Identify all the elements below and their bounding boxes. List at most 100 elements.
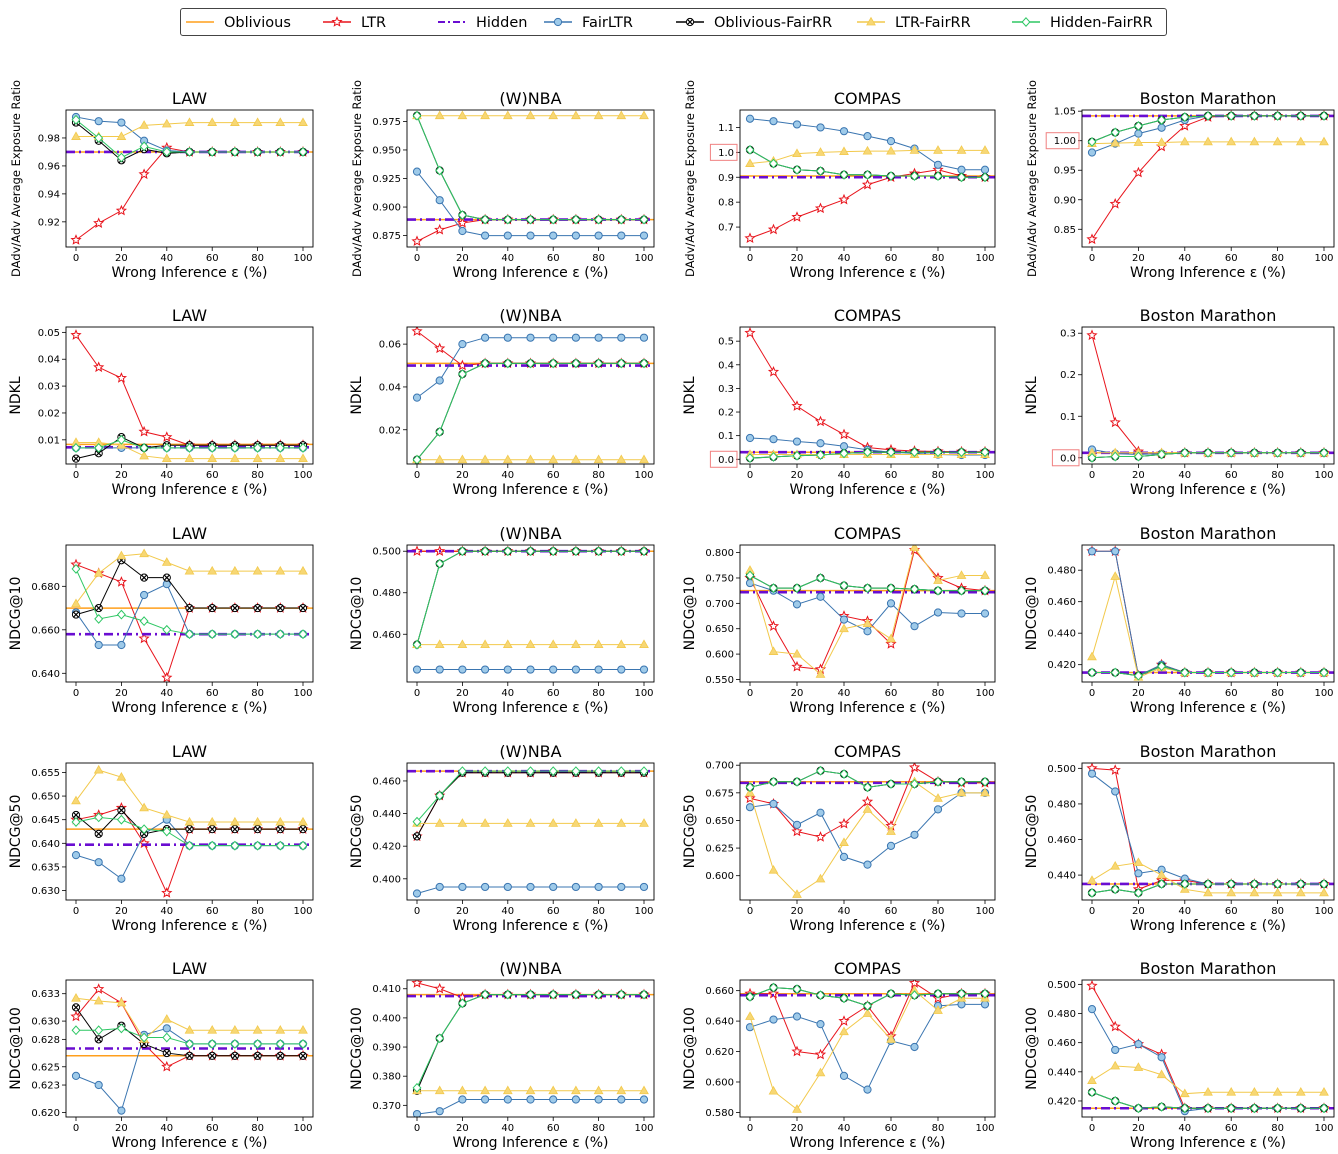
subplot-title: LAW (172, 959, 207, 978)
data-point (457, 546, 467, 557)
plot-area (1082, 110, 1334, 245)
data-point (71, 795, 81, 805)
data-point (412, 816, 422, 827)
data-point (139, 442, 149, 453)
data-point (1087, 769, 1097, 778)
x-tick-label: 40 (838, 688, 851, 699)
data-point (839, 615, 849, 624)
legend-entry-fairltr: FairLTR (544, 15, 633, 31)
data-point (1087, 875, 1097, 884)
data-point (298, 146, 308, 157)
y-tick-label: 0.2 (1060, 370, 1076, 381)
data-point (639, 989, 649, 1000)
subplot-1-4: Boston Marathon 0.85 0.90 0.95 1.00 1.05 0 20 40… (1025, 80, 1335, 281)
data-point (639, 766, 649, 777)
data-point (1273, 447, 1283, 458)
data-point (816, 166, 825, 176)
y-tick-label: 0.600 (705, 1077, 734, 1088)
data-point (548, 214, 558, 225)
legend-swatch-marker (553, 17, 563, 27)
series-oblivious-fairrr (71, 556, 308, 619)
series-line (416, 550, 644, 645)
data-point (980, 570, 990, 579)
x-tick-label: 0 (747, 688, 753, 699)
data-point (70, 234, 82, 245)
y-tick-label: 0.620 (705, 1047, 734, 1058)
series-oblivious-fairrr (412, 111, 649, 224)
y-axis-label: DAdv/Adv Average Exposure Ratio (9, 80, 23, 277)
y-axis-label: NDCG@100 (349, 1007, 365, 1090)
data-point (1110, 884, 1120, 895)
plot-frame (65, 109, 314, 248)
data-point (117, 640, 126, 650)
series-line (1091, 767, 1324, 890)
data-point (1273, 110, 1283, 121)
y-tick-label: 0.633 (31, 989, 60, 1000)
data-point (71, 610, 81, 619)
data-point (162, 826, 172, 837)
data-point (1203, 447, 1213, 458)
data-point (185, 603, 194, 613)
data-point (792, 648, 802, 658)
x-tick-label: 40 (1178, 253, 1191, 264)
data-point (502, 639, 513, 649)
plot-area (740, 980, 995, 1113)
data-point (162, 1048, 171, 1058)
data-point (1319, 1103, 1329, 1114)
plot-area (66, 983, 313, 1115)
x-tick-label: 20 (791, 253, 804, 264)
data-point (1110, 571, 1121, 580)
series-line (1091, 115, 1324, 240)
series-fairltr (412, 167, 649, 240)
data-point (814, 831, 827, 842)
x-tick-label: 60 (1225, 470, 1238, 481)
legend-label: LTR-FairRR (895, 15, 971, 31)
data-point (435, 665, 444, 674)
data-point (435, 376, 444, 385)
data-point (162, 1032, 172, 1043)
data-point (1179, 136, 1190, 146)
series-hidden-fairrr (1087, 879, 1329, 898)
data-point (617, 882, 626, 892)
data-point (548, 639, 559, 649)
data-point-cross (231, 826, 238, 833)
data-point (933, 988, 943, 999)
x-axis-label: Wrong Inference ε (%) (453, 1135, 609, 1151)
subplot-1-2: (W)NBA 0.875 0.900 0.925 0.950 0.975 0 20 40 60 80… (350, 80, 655, 281)
y-tick-label: 0.420 (1047, 1096, 1076, 1107)
x-tick-label: 0 (747, 470, 753, 481)
data-point (1273, 667, 1283, 678)
legend-label: FairLTR (582, 15, 633, 31)
legend-entry-oblivious: Oblivious (186, 15, 291, 31)
data-point (139, 450, 149, 460)
data-point (791, 1045, 803, 1057)
data-point (956, 787, 967, 797)
data-point (94, 812, 104, 823)
plot-frame (406, 326, 655, 465)
data-point (933, 608, 943, 617)
data-point (571, 231, 581, 240)
y-tick-label: 0.440 (1047, 629, 1076, 640)
y-tick-label: 1.0 (718, 148, 734, 159)
y-tick-label: 0.380 (372, 1072, 401, 1083)
y-axis-label: NDCG@10 (8, 577, 24, 651)
subplot-title: Boston Marathon (1140, 959, 1277, 978)
series-line (749, 332, 985, 453)
data-point (1249, 447, 1259, 458)
data-point (1086, 329, 1098, 341)
series-line (75, 334, 303, 446)
x-tick-label: 0 (73, 470, 79, 481)
series-line (416, 772, 644, 837)
data-point (434, 110, 445, 120)
plot-area (407, 545, 654, 674)
series-ltr-fairrr (412, 818, 649, 827)
plot-frame (1081, 109, 1335, 248)
data-point (769, 776, 778, 787)
data-point (1110, 1060, 1121, 1070)
data-point (1157, 449, 1167, 460)
series-line (416, 994, 644, 1089)
data-point-cross (141, 574, 148, 581)
plot-frame (1081, 762, 1335, 901)
data-point (503, 231, 512, 240)
data-point (115, 576, 128, 587)
